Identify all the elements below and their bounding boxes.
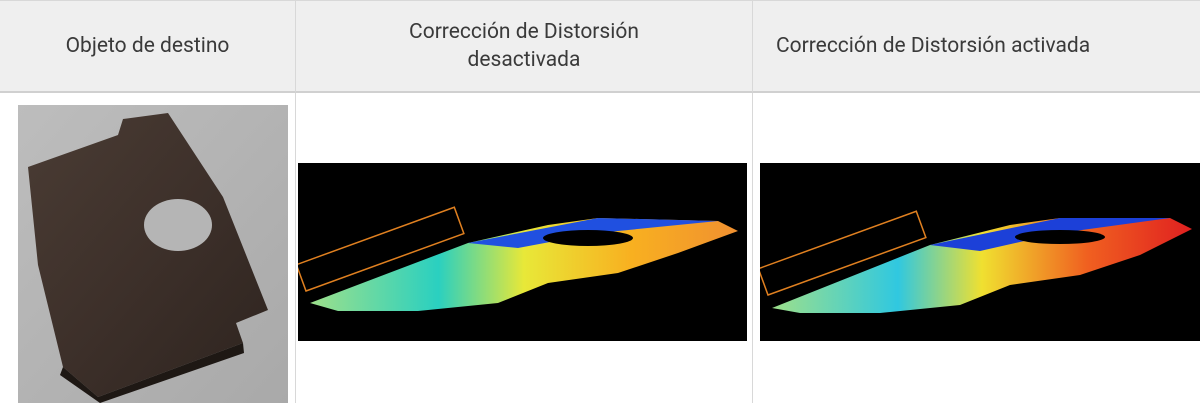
header-cell: Objeto de destino bbox=[0, 0, 295, 93]
point-cloud-uncorrected bbox=[298, 163, 747, 341]
column-border bbox=[752, 93, 753, 403]
column-border bbox=[295, 93, 296, 403]
point-cloud-corrected bbox=[760, 163, 1200, 341]
target-photo bbox=[18, 105, 288, 403]
header-cell: Corrección de Distorsión activada bbox=[752, 0, 1200, 93]
header-cell: Corrección de Distorsión desactivada bbox=[295, 0, 752, 93]
